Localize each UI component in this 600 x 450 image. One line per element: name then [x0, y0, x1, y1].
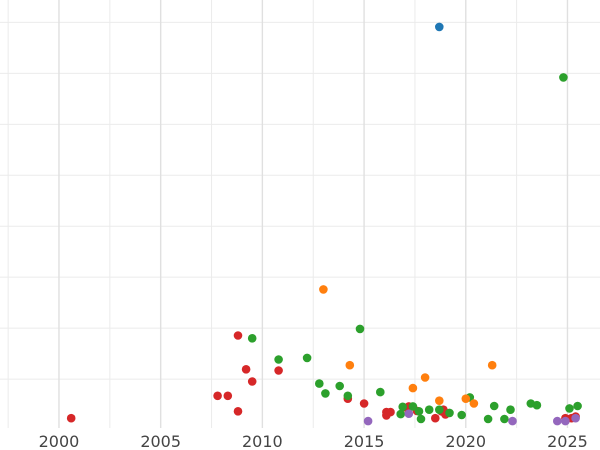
- data-point-s0-7: [274, 366, 283, 375]
- data-point-s2-3: [420, 373, 430, 382]
- data-point-s2-7: [487, 360, 497, 370]
- data-point-s1-19: [483, 414, 493, 424]
- data-point-s0-16: [431, 413, 440, 423]
- x-tick-label-2005: 2005: [140, 432, 181, 450]
- data-point-s4-2: [508, 416, 517, 426]
- data-point-s1-5: [335, 381, 345, 391]
- data-point-s1-2: [302, 353, 312, 363]
- data-point-s1-15: [435, 405, 444, 415]
- data-point-s1-26: [565, 404, 574, 413]
- data-point-s1-25: [559, 73, 568, 82]
- data-point-s1-9: [396, 409, 406, 419]
- x-tick-label-2010: 2010: [242, 432, 283, 450]
- data-point-s0-4: [233, 331, 243, 340]
- x-tick-labels: 2000 2005 2010 2015 2020 2025: [39, 432, 588, 450]
- data-point-s1-11: [408, 402, 418, 411]
- data-point-s0-6: [247, 377, 257, 386]
- x-tick-label-2000: 2000: [39, 432, 80, 450]
- data-point-s1-13: [416, 414, 426, 424]
- x-tick-label-2025: 2025: [547, 432, 588, 450]
- data-point-s1-27: [573, 401, 582, 411]
- data-point-s0-9: [359, 399, 369, 408]
- data-point-s1-10: [398, 402, 408, 412]
- data-point-s0-1: [213, 391, 222, 401]
- grid-layer: [0, 0, 600, 428]
- data-point-s2-6: [469, 399, 479, 408]
- data-point-s2-5: [461, 394, 471, 404]
- points-layer: [66, 22, 582, 426]
- x-tick-label-2015: 2015: [344, 432, 385, 450]
- data-point-s3-0: [435, 22, 444, 32]
- data-point-s4-0: [363, 416, 373, 426]
- data-point-s0-0: [66, 413, 76, 423]
- data-point-s1-24: [532, 400, 542, 410]
- data-point-s2-1: [345, 360, 355, 370]
- data-point-s1-17: [457, 410, 467, 420]
- data-point-s1-1: [274, 355, 283, 364]
- data-point-s1-12: [414, 407, 424, 416]
- data-point-s0-5: [241, 365, 251, 374]
- data-point-s1-4: [321, 389, 330, 398]
- data-point-s0-12: [386, 407, 395, 417]
- data-point-s1-14: [424, 405, 434, 415]
- data-point-s4-4: [561, 416, 570, 426]
- data-point-s1-21: [500, 414, 509, 424]
- data-point-s4-3: [553, 416, 562, 426]
- data-point-s0-3: [233, 407, 243, 416]
- data-point-s0-2: [223, 391, 233, 401]
- x-tick-label-2020: 2020: [445, 432, 486, 450]
- data-point-s1-8: [376, 387, 385, 397]
- data-point-s1-0: [247, 334, 257, 343]
- data-point-s1-22: [506, 405, 515, 415]
- data-point-s1-20: [489, 401, 499, 411]
- data-point-s1-3: [315, 379, 324, 388]
- data-point-s1-6: [343, 391, 353, 401]
- data-point-s4-5: [571, 413, 580, 423]
- data-point-s4-1: [404, 409, 414, 419]
- data-point-s1-7: [355, 324, 365, 334]
- data-point-s2-2: [408, 383, 418, 393]
- data-point-s1-16: [445, 408, 454, 418]
- data-point-s2-0: [319, 285, 328, 294]
- data-point-s2-4: [435, 396, 444, 406]
